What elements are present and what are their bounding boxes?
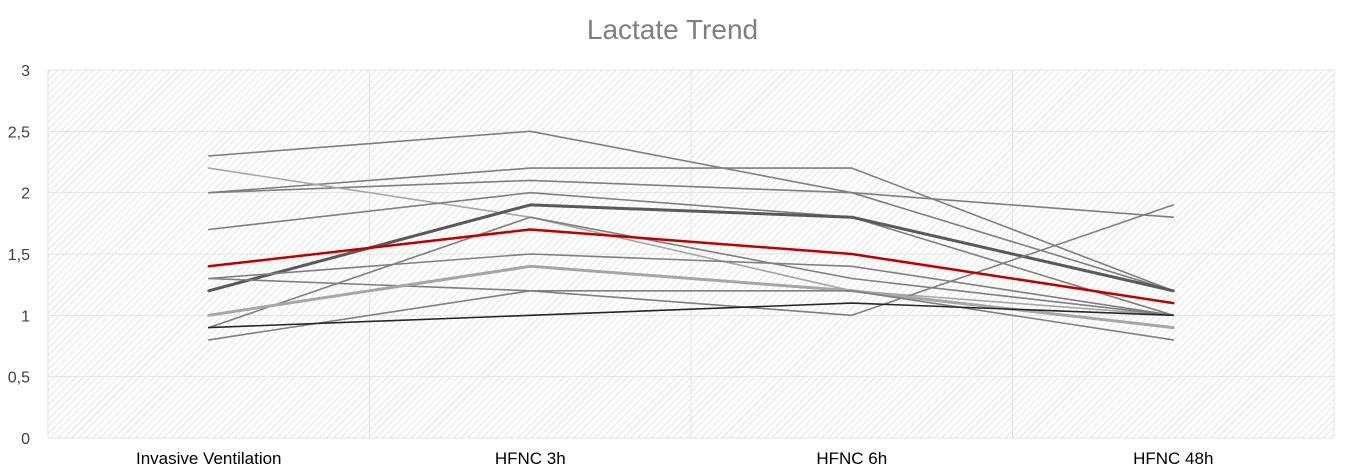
series-line-8 [208,253,1175,317]
series-line-4 [208,167,1175,317]
y-tick-label: 3 [21,63,30,80]
series-line-1 [208,130,1175,292]
series-line-2 [208,167,1175,292]
y-tick-label: 2,5 [8,124,30,141]
y-tick-label: 0 [21,431,30,448]
series-line-5 [208,191,1175,317]
x-tick-label: HFNC 48h [1133,449,1213,468]
chart-title: Lactate Trend [586,14,759,45]
series-line-9 [208,204,1175,317]
y-tick-label: 1 [21,308,30,325]
series-line-12 [208,302,1175,329]
y-tick-label: 0,5 [8,370,30,387]
y-tick-label: 1,5 [8,247,30,264]
series-line-13 [207,228,1175,305]
series-line-3 [208,179,1175,218]
x-tick-label: Invasive Ventilation [136,449,282,468]
x-tick-label: HFNC 6h [816,449,887,468]
x-tick-label: HFNC 3h [495,449,566,468]
series-line-7 [208,216,1175,329]
series-line-11 [208,289,1175,341]
y-tick-label: 2 [21,186,30,203]
